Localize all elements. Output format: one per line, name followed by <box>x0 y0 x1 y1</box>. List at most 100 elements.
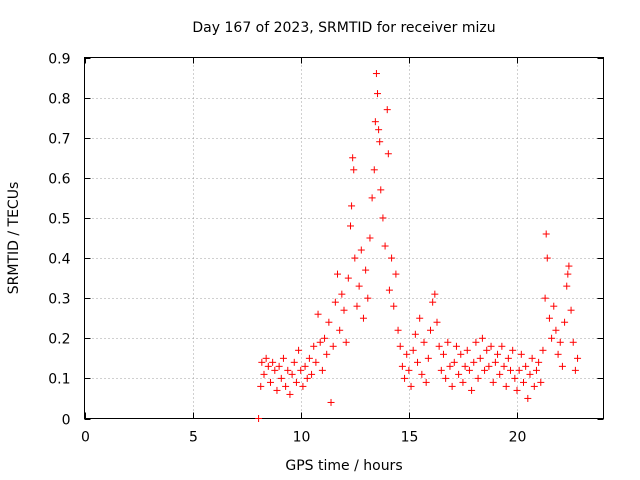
data-point <box>255 415 263 422</box>
x-tick-label: 20 <box>509 430 527 446</box>
data-point <box>260 370 268 378</box>
data-point <box>411 330 419 338</box>
y-tick-labels: 0 0.1 0.2 0.3 0.4 0.5 0.6 0.7 0.8 0.9 <box>48 52 70 429</box>
data-point <box>312 358 320 366</box>
data-point <box>465 366 473 374</box>
data-point <box>468 386 476 394</box>
data-point <box>390 302 398 310</box>
y-tick-label: 0.5 <box>48 212 70 228</box>
data-point <box>509 346 517 354</box>
data-point <box>362 266 370 274</box>
data-point <box>405 366 413 374</box>
data-point <box>446 362 454 370</box>
data-point <box>334 270 342 278</box>
data-point <box>258 358 266 366</box>
data-point <box>372 70 380 78</box>
data-point <box>385 286 393 294</box>
data-point <box>556 338 564 346</box>
data-point <box>537 378 545 386</box>
data-point <box>310 342 318 350</box>
data-point <box>379 214 387 222</box>
data-point <box>370 166 378 174</box>
data-point <box>336 326 344 334</box>
data-point <box>574 354 582 362</box>
data-point <box>433 318 441 326</box>
data-point <box>420 338 428 346</box>
data-point <box>377 186 385 194</box>
data-point <box>288 370 296 378</box>
data-point <box>388 254 396 262</box>
data-point <box>463 346 471 354</box>
data-point <box>398 362 406 370</box>
data-point <box>539 346 547 354</box>
y-tick-label: 0.6 <box>48 172 70 188</box>
data-point <box>563 282 571 290</box>
data-point <box>500 362 508 370</box>
data-point <box>526 370 534 378</box>
data-point <box>504 354 512 362</box>
data-point <box>351 254 359 262</box>
data-point <box>414 358 422 366</box>
data-point <box>329 342 337 350</box>
data-point <box>301 362 309 370</box>
data-point <box>327 398 335 406</box>
data-point <box>299 382 307 390</box>
data-point <box>554 350 562 358</box>
data-point <box>448 382 456 390</box>
x-tick-labels: 0 5 10 15 20 <box>81 430 526 446</box>
data-point <box>502 382 510 390</box>
data-point <box>535 358 543 366</box>
data-point <box>498 342 506 350</box>
data-point <box>450 358 458 366</box>
data-point <box>325 318 333 326</box>
data-point <box>491 358 499 366</box>
data-point <box>530 382 538 390</box>
data-point <box>266 378 274 386</box>
data-point <box>474 374 482 382</box>
data-point <box>442 374 450 382</box>
data-point <box>396 342 404 350</box>
data-point <box>552 326 560 334</box>
data-point <box>513 386 521 394</box>
chart-title: Day 167 of 2023, SRMTID for receiver miz… <box>192 20 495 36</box>
data-point <box>392 270 400 278</box>
data-point <box>452 342 460 350</box>
data-point <box>374 90 382 98</box>
data-point <box>487 342 495 350</box>
data-point <box>548 334 556 342</box>
data-point <box>431 290 439 298</box>
data-point <box>532 366 540 374</box>
data-point <box>496 370 504 378</box>
data-point <box>427 326 434 334</box>
data-point <box>368 194 376 202</box>
data-point <box>485 362 493 370</box>
y-tick-label: 0.7 <box>48 132 70 148</box>
data-point <box>545 314 553 322</box>
y-axis-title: SRMTID / TECUs <box>6 182 22 295</box>
data-point <box>346 222 354 230</box>
data-points <box>255 70 582 422</box>
data-point <box>297 366 305 374</box>
data-point <box>476 354 484 362</box>
data-point <box>273 386 281 394</box>
data-point <box>429 298 437 306</box>
data-point <box>511 374 519 382</box>
data-point <box>316 338 324 346</box>
data-point <box>366 234 374 242</box>
data-point <box>543 254 551 262</box>
data-point <box>409 346 417 354</box>
data-point <box>295 346 303 354</box>
data-point <box>550 302 558 310</box>
data-point <box>541 294 549 302</box>
data-point <box>342 338 350 346</box>
y-tick-label: 0 <box>62 413 71 429</box>
data-point <box>279 354 287 362</box>
data-point <box>318 366 326 374</box>
data-point <box>290 358 298 366</box>
data-point <box>355 282 363 290</box>
data-point <box>407 382 415 390</box>
data-point <box>515 366 523 374</box>
data-point <box>528 354 536 362</box>
data-point <box>483 346 491 354</box>
